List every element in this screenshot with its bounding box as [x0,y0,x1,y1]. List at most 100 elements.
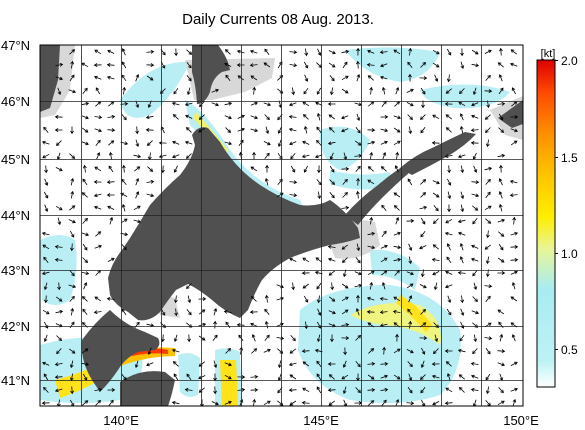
current-arrow [367,374,375,380]
current-arrow [408,320,413,329]
current-arrow [291,282,295,291]
current-arrow [471,102,479,107]
current-arrow [381,204,387,211]
current-arrow [54,115,63,119]
current-arrow [341,336,350,340]
current-arrow [472,399,477,406]
current-arrow [445,361,452,367]
current-arrow [510,361,518,366]
current-arrow [249,63,258,67]
current-arrow [380,63,388,68]
current-arrow [485,139,490,148]
current-arrow [512,216,516,225]
current-arrow [498,387,504,394]
current-arrow [250,296,257,302]
current-arrow [367,75,374,81]
current-arrow [447,191,452,200]
current-arrow [69,360,74,369]
current-arrow [133,219,142,224]
current-arrow [406,88,414,93]
current-arrow [330,334,334,343]
current-arrow [393,192,401,198]
current-arrow [302,101,310,107]
current-arrow [290,335,296,342]
longitude-labels: 140°E 145°E 150°E [103,413,539,428]
current-arrow [484,205,492,211]
current-arrow [55,167,63,172]
current-arrow [472,296,478,303]
current-arrow [43,256,49,263]
current-arrow [447,178,452,186]
current-arrow [42,244,50,250]
current-arrow [95,399,102,406]
current-arrow [69,49,76,55]
current-arrow [392,309,401,314]
land-iturup [400,132,476,175]
current-arrow [54,258,63,262]
current-arrow [68,219,76,224]
lat-label-43: 43°N [1,263,30,278]
current-arrow [497,362,506,367]
current-arrow [171,348,180,353]
current-arrow [107,114,116,119]
current-arrow [420,126,426,134]
current-arrow [406,349,414,354]
current-arrow [356,73,361,82]
current-arrow [106,63,115,67]
current-arrow [379,297,388,301]
current-arrow [107,257,115,262]
current-arrow [122,86,127,95]
current-arrow [341,205,350,210]
speed-colorbar: [kt] 2.0 1.5 1.0 0.5 [536,48,578,388]
current-arrow [212,334,218,342]
current-arrow [94,387,103,392]
current-arrow [289,257,297,262]
current-arrow [408,126,413,135]
current-arrow [316,334,321,343]
current-arrow [82,178,88,186]
current-arrow [250,166,258,172]
current-arrow [432,62,440,68]
current-arrow [380,257,388,263]
current-arrow [41,231,50,236]
current-arrow [342,178,348,185]
current-arrow [484,49,492,54]
current-arrow [393,348,401,354]
current-arrow [252,398,257,406]
current-arrow [498,178,503,186]
current-arrow [510,258,519,262]
current-arrow [264,334,270,342]
current-arrow [171,101,180,106]
current-arrow [146,50,155,54]
current-arrow [421,347,426,355]
current-arrow [355,165,361,172]
current-arrow [394,165,399,173]
current-arrow [94,115,103,120]
current-arrow [471,193,480,198]
current-arrow [250,128,259,133]
current-arrow [406,271,414,276]
current-arrow [120,192,128,197]
current-arrow [121,244,127,251]
current-arrow [316,373,322,381]
current-arrow [472,217,478,225]
current-arrow [472,87,477,96]
current-arrow [301,154,310,159]
current-arrow [341,244,349,250]
current-arrow [499,47,503,56]
current-arrow [366,310,375,314]
current-arrow [367,140,376,145]
current-arrow [69,74,75,82]
current-arrow [43,373,49,381]
current-arrow [303,295,309,303]
current-arrow [237,127,246,132]
current-arrow [121,203,126,212]
current-arrow [316,112,321,121]
current-arrow [146,75,154,81]
current-arrow [147,347,152,356]
current-arrow [121,373,127,381]
current-arrow [289,63,298,68]
current-arrow [328,50,336,55]
